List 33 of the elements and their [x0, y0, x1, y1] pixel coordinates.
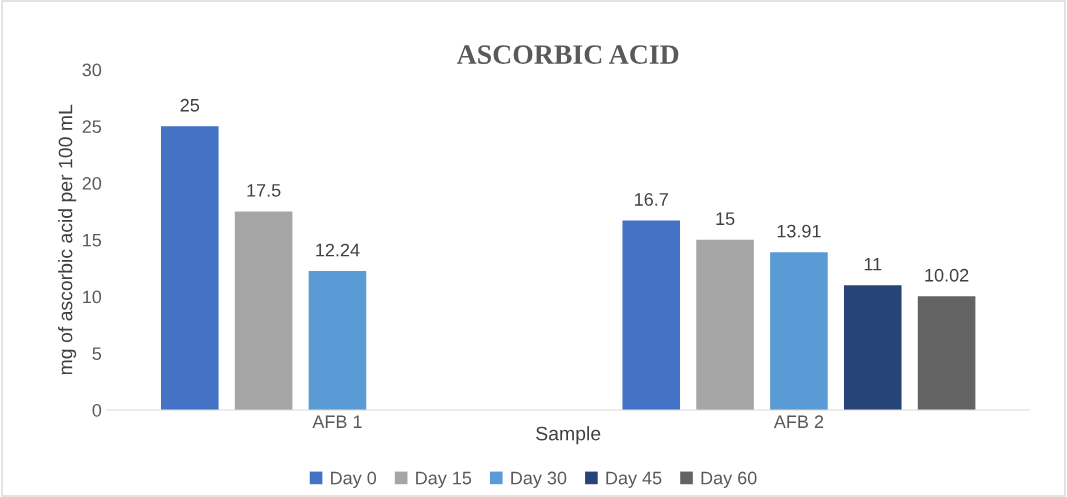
- data-label: 12.24: [316, 243, 360, 257]
- bar: [696, 239, 754, 411]
- data-label: 10.02: [925, 268, 969, 282]
- y-axis-title: mg of ascorbic acid per 100 mL: [58, 104, 77, 375]
- y-tick-label: 10: [83, 290, 102, 304]
- data-label: 25: [180, 98, 200, 112]
- data-label: 17.5: [247, 184, 281, 197]
- data-label: 11: [864, 257, 882, 271]
- bar: [308, 271, 367, 411]
- bar: [234, 211, 293, 411]
- y-tick-label: 30: [82, 63, 102, 77]
- bar: [622, 220, 681, 411]
- x-tick-label: AFB 1: [312, 415, 362, 428]
- bar: [917, 296, 976, 411]
- legend-label: Day 30: [511, 471, 567, 488]
- y-tick-label: 15: [83, 233, 102, 247]
- legend-label: Day 45: [606, 471, 662, 488]
- bar: [843, 285, 902, 411]
- x-axis-title: Sample: [536, 426, 601, 445]
- y-tick-label: 5: [92, 347, 102, 360]
- legend-label: Day 15: [416, 471, 472, 488]
- legend-label: Day 60: [701, 471, 757, 488]
- data-label: 13.91: [777, 224, 821, 238]
- y-tick-label: 20: [82, 177, 102, 190]
- bar: [160, 126, 219, 411]
- bar: [770, 252, 828, 411]
- data-label: 15: [716, 212, 735, 226]
- data-label: 16.7: [635, 193, 668, 206]
- y-tick-label: 25: [82, 120, 102, 134]
- y-tick-label: 0: [92, 403, 102, 417]
- x-tick-label: AFB 2: [773, 415, 824, 428]
- chart-title: ASCORBIC ACID: [456, 45, 679, 64]
- legend-label: Day 0: [331, 471, 377, 488]
